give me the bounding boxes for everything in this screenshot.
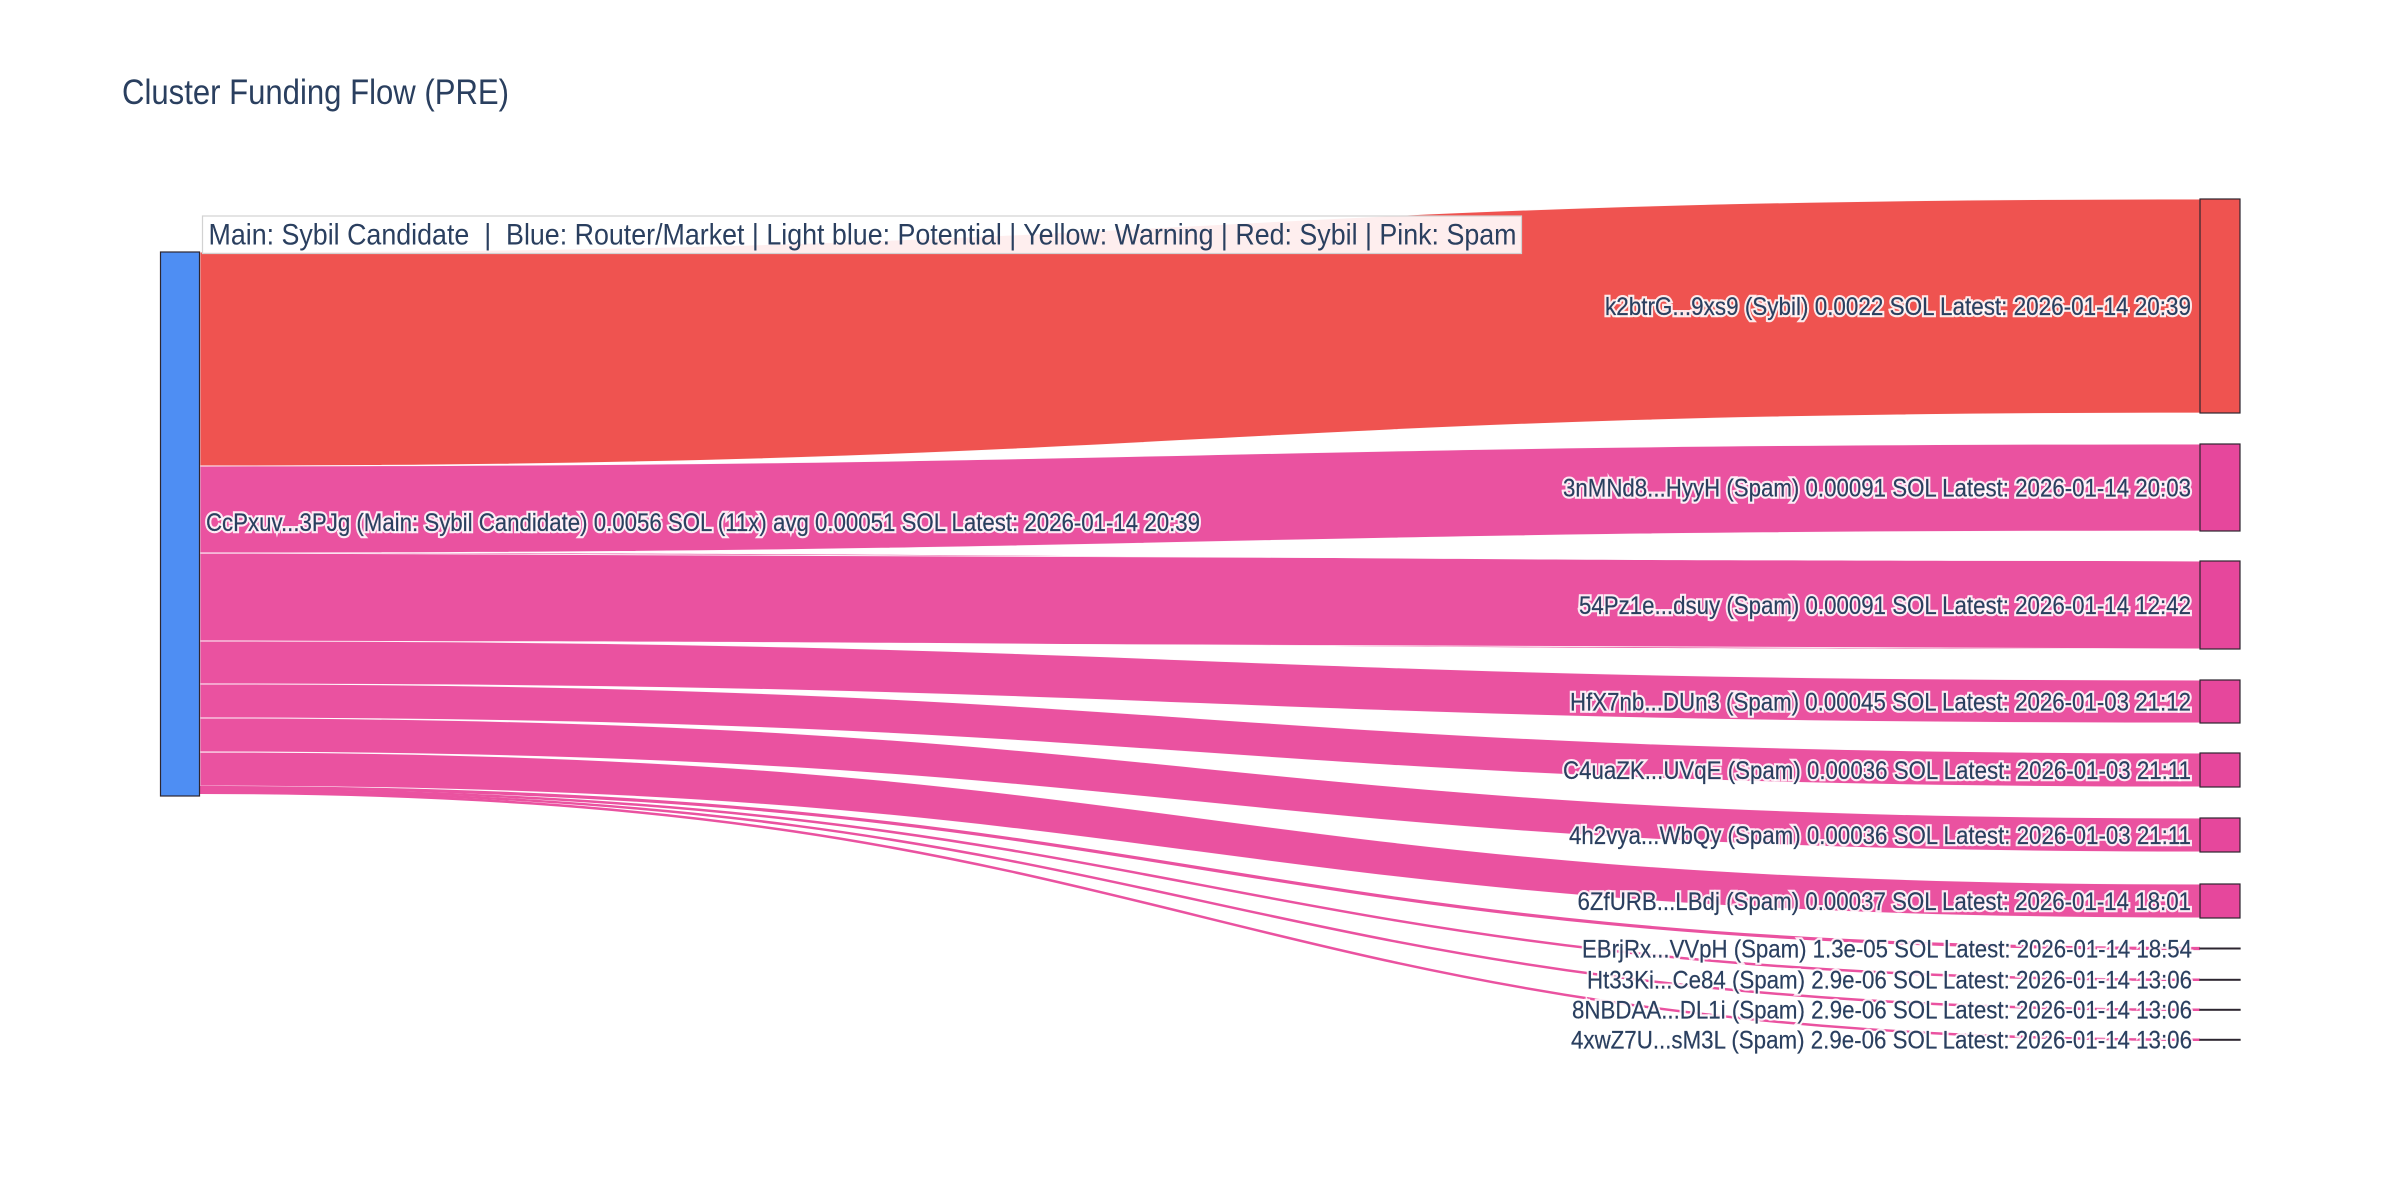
svg-text:3nMNd8...HyyH (Spam) 0.00091 S: 3nMNd8...HyyH (Spam) 0.00091 SOL Latest:… xyxy=(1563,474,2191,502)
svg-text:CcPxuv...3PJg (Main: Sybil Can: CcPxuv...3PJg (Main: Sybil Candidate) 0.… xyxy=(206,509,1200,537)
svg-text:6ZfURB...LBdj (Spam) 0.00037 S: 6ZfURB...LBdj (Spam) 0.00037 SOL Latest:… xyxy=(1578,888,2192,916)
svg-text:54Pz1e...dsuy (Spam) 0.00091 S: 54Pz1e...dsuy (Spam) 0.00091 SOL Latest:… xyxy=(1579,592,2191,620)
svg-text:54Pz1e...dsuy (Spam) 0.00091 S: 54Pz1e...dsuy (Spam) 0.00091 SOL Latest:… xyxy=(1579,592,2191,620)
svg-text:C4uaZK...UVqE (Spam) 0.00036 S: C4uaZK...UVqE (Spam) 0.00036 SOL Latest:… xyxy=(1563,757,2191,785)
svg-text:Ht33Ki...Ce84 (Spam) 2.9e-06 S: Ht33Ki...Ce84 (Spam) 2.9e-06 SOL Latest:… xyxy=(1587,967,2192,995)
svg-text:4h2vya...WbQy (Spam) 0.00036 S: 4h2vya...WbQy (Spam) 0.00036 SOL Latest:… xyxy=(1569,822,2191,850)
svg-text:k2btrG...9xs9 (Sybil) 0.0022 S: k2btrG...9xs9 (Sybil) 0.0022 SOL Latest:… xyxy=(1605,293,2191,321)
svg-text:4h2vya...WbQy (Spam) 0.00036 S: 4h2vya...WbQy (Spam) 0.00036 SOL Latest:… xyxy=(1569,822,2191,850)
svg-text:3nMNd8...HyyH (Spam) 0.00091 S: 3nMNd8...HyyH (Spam) 0.00091 SOL Latest:… xyxy=(1563,474,2191,502)
svg-text:8NBDAA...DL1i (Spam) 2.9e-06 S: 8NBDAA...DL1i (Spam) 2.9e-06 SOL Latest:… xyxy=(1572,997,2192,1025)
svg-text:4xwZ7U...sM3L (Spam) 2.9e-06 S: 4xwZ7U...sM3L (Spam) 2.9e-06 SOL Latest:… xyxy=(1571,1027,2192,1055)
svg-text:EBrjRx...VVpH (Spam) 1.3e-05 S: EBrjRx...VVpH (Spam) 1.3e-05 SOL Latest:… xyxy=(1582,935,2192,963)
svg-text:C4uaZK...UVqE (Spam) 0.00036 S: C4uaZK...UVqE (Spam) 0.00036 SOL Latest:… xyxy=(1563,757,2191,785)
svg-text:CcPxuv...3PJg (Main: Sybil Can: CcPxuv...3PJg (Main: Sybil Candidate) 0.… xyxy=(206,509,1200,537)
svg-text:Main: Sybil Candidate | Blue: Main: Sybil Candidate | Blue: Router/Mar… xyxy=(209,219,1517,252)
svg-text:Ht33Ki...Ce84 (Spam) 2.9e-06 S: Ht33Ki...Ce84 (Spam) 2.9e-06 SOL Latest:… xyxy=(1587,967,2192,995)
svg-text:HfX7nb...DUn3 (Spam) 0.00045 S: HfX7nb...DUn3 (Spam) 0.00045 SOL Latest:… xyxy=(1570,688,2191,716)
svg-text:6ZfURB...LBdj (Spam) 0.00037 S: 6ZfURB...LBdj (Spam) 0.00037 SOL Latest:… xyxy=(1578,888,2192,916)
svg-text:8NBDAA...DL1i (Spam) 2.9e-06 S: 8NBDAA...DL1i (Spam) 2.9e-06 SOL Latest:… xyxy=(1572,997,2192,1025)
svg-text:Cluster Funding Flow (PRE): Cluster Funding Flow (PRE) xyxy=(122,73,509,112)
svg-text:k2btrG...9xs9 (Sybil) 0.0022 S: k2btrG...9xs9 (Sybil) 0.0022 SOL Latest:… xyxy=(1605,293,2191,321)
svg-text:4xwZ7U...sM3L (Spam) 2.9e-06 S: 4xwZ7U...sM3L (Spam) 2.9e-06 SOL Latest:… xyxy=(1571,1027,2192,1055)
svg-text:HfX7nb...DUn3 (Spam) 0.00045 S: HfX7nb...DUn3 (Spam) 0.00045 SOL Latest:… xyxy=(1570,688,2191,716)
svg-text:EBrjRx...VVpH (Spam) 1.3e-05 S: EBrjRx...VVpH (Spam) 1.3e-05 SOL Latest:… xyxy=(1582,935,2192,963)
